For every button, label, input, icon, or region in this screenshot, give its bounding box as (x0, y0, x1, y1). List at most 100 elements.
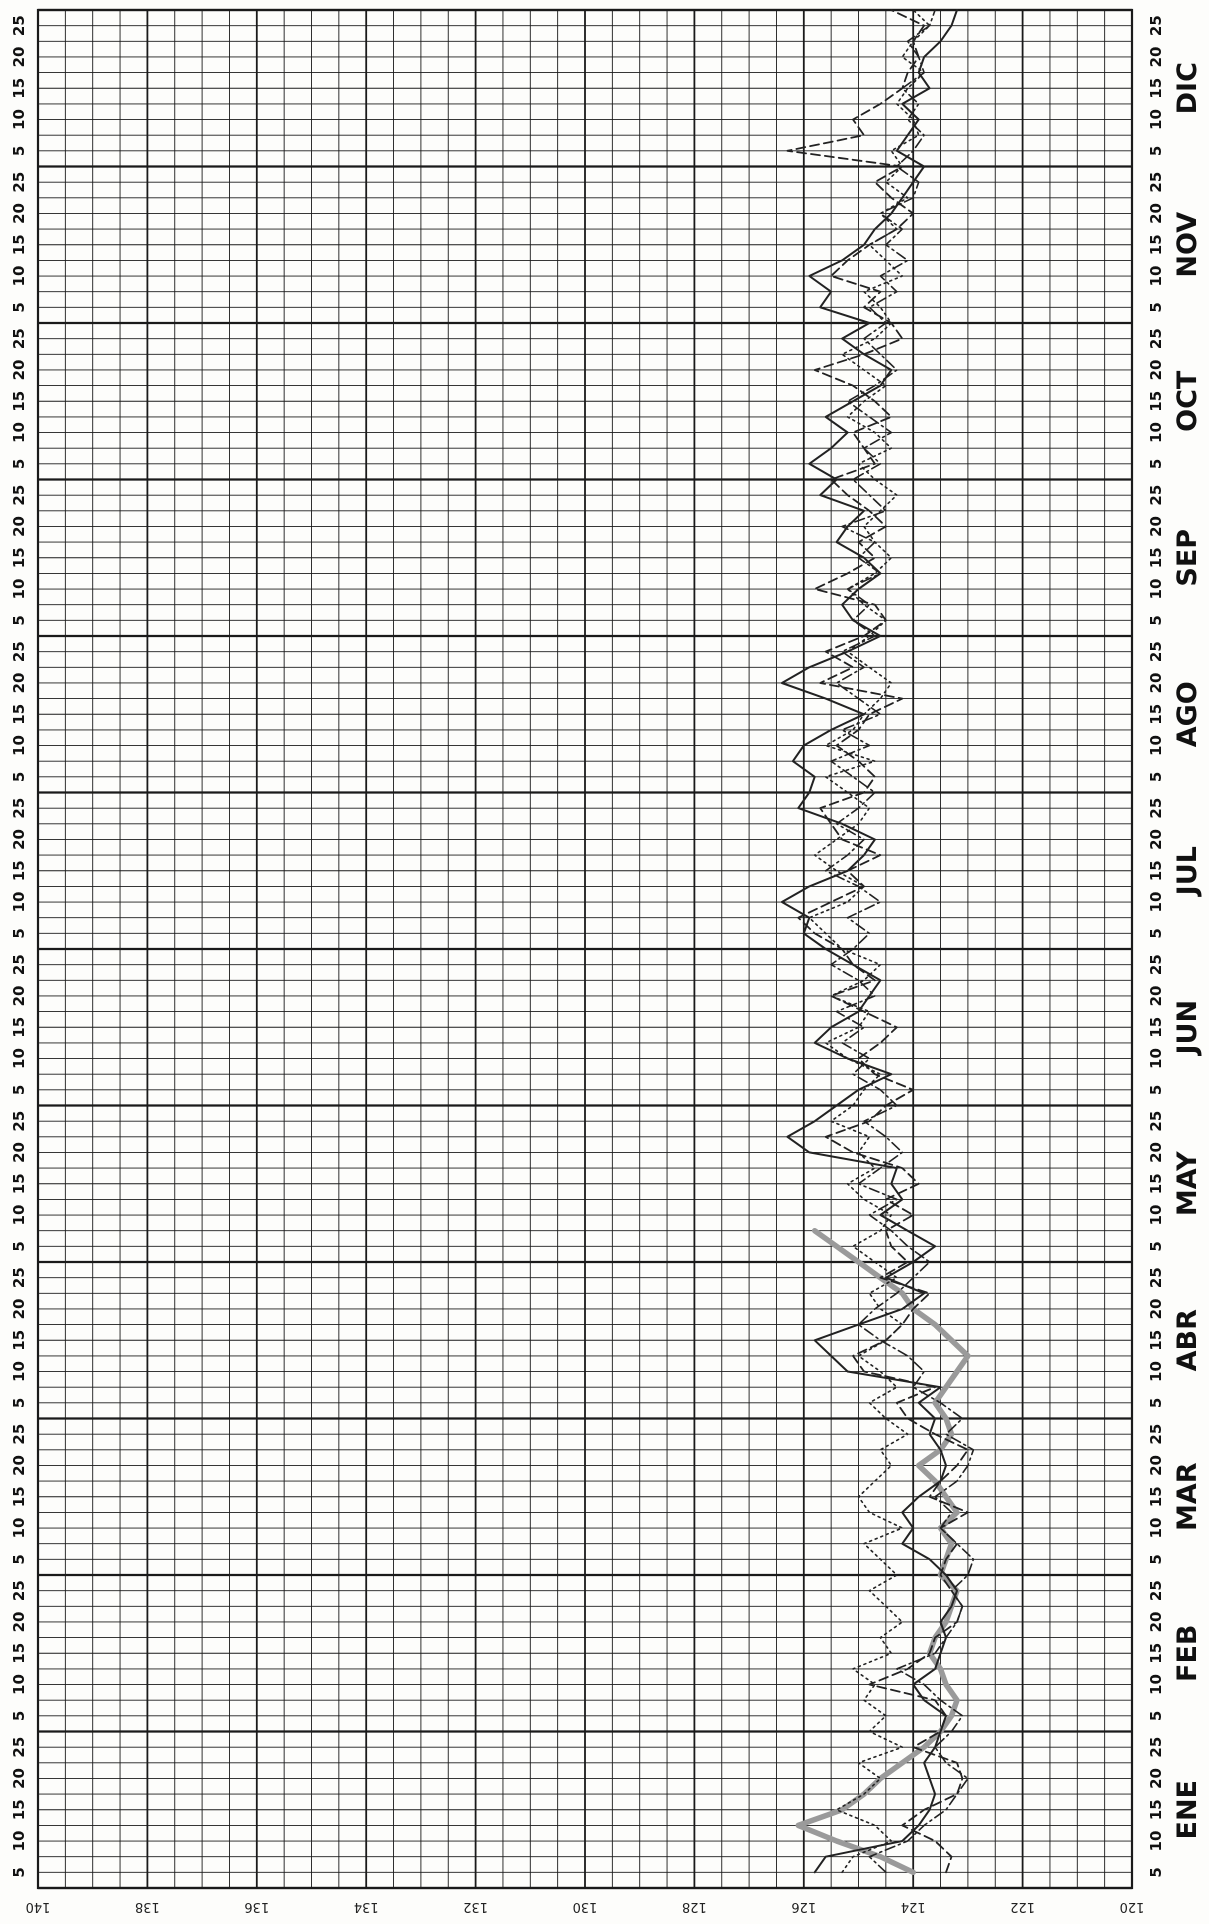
value-tick-label: 136 (244, 1899, 269, 1914)
day-tick-label-right: 25 (1147, 1580, 1165, 1601)
month-label-oct: OCT (1172, 370, 1203, 432)
day-tick-label-left: 15 (10, 1330, 28, 1351)
month-label-nov: NOV (1172, 212, 1203, 278)
day-tick-label-right: 5 (1147, 1867, 1165, 1877)
day-tick-label-left: 5 (10, 615, 28, 625)
day-tick-label-left: 10 (10, 1831, 28, 1852)
series-line-solid (780, 9, 958, 1874)
value-tick-label: 120 (1120, 1899, 1145, 1914)
day-tick-label-left: 25 (10, 1267, 28, 1288)
day-tick-label-left: 15 (10, 1799, 28, 1820)
day-tick-label-left: 25 (10, 798, 28, 819)
day-tick-label-right: 20 (1147, 1142, 1165, 1163)
value-tick-label: 132 (463, 1899, 488, 1914)
day-tick-label-right: 5 (1147, 1241, 1165, 1251)
day-tick-label-left: 5 (10, 459, 28, 469)
month-label-feb: FEB (1172, 1625, 1203, 1682)
day-tick-label-right: 25 (1147, 15, 1165, 36)
day-tick-label-left: 10 (10, 1361, 28, 1382)
day-tick-label-right: 25 (1147, 1267, 1165, 1288)
day-tick-label-right: 10 (1147, 1205, 1165, 1226)
day-tick-label-right: 5 (1147, 615, 1165, 625)
day-tick-label-right: 25 (1147, 641, 1165, 662)
day-tick-label-left: 10 (10, 1518, 28, 1539)
day-tick-label-right: 5 (1147, 1085, 1165, 1095)
day-tick-label-left: 15 (10, 704, 28, 725)
day-tick-label-right: 20 (1147, 360, 1165, 381)
grid (36, 8, 1134, 1890)
value-tick-label: 124 (901, 1899, 926, 1914)
day-tick-label-left: 25 (10, 172, 28, 193)
day-tick-label-left: 20 (10, 829, 28, 850)
day-tick-label-right: 15 (1147, 234, 1165, 255)
day-tick-label-left: 20 (10, 986, 28, 1007)
day-tick-label-right: 5 (1147, 146, 1165, 156)
day-tick-label-left: 20 (10, 1455, 28, 1476)
month-label-mar: MAR (1172, 1462, 1203, 1531)
day-tick-label-right: 20 (1147, 829, 1165, 850)
day-tick-label-left: 15 (10, 1486, 28, 1507)
day-tick-label-right: 15 (1147, 1643, 1165, 1664)
day-tick-label-left: 20 (10, 203, 28, 224)
value-tick-label: 138 (135, 1899, 160, 1914)
day-tick-label-left: 10 (10, 1048, 28, 1069)
day-tick-label-right: 20 (1147, 1299, 1165, 1320)
day-tick-label-right: 25 (1147, 1737, 1165, 1758)
month-label-dic: DIC (1172, 62, 1203, 114)
day-tick-label-left: 25 (10, 1111, 28, 1132)
day-tick-label-left: 25 (10, 954, 28, 975)
day-tick-label-right: 15 (1147, 1173, 1165, 1194)
day-tick-label-right: 20 (1147, 516, 1165, 537)
day-tick-label-right: 10 (1147, 266, 1165, 287)
day-tick-label-left: 20 (10, 360, 28, 381)
month-label-ago: AGO (1172, 681, 1203, 747)
day-tick-label-right: 10 (1147, 1674, 1165, 1695)
day-tick-label-left: 25 (10, 1424, 28, 1445)
day-tick-label-right: 5 (1147, 1554, 1165, 1564)
day-tick-label-left: 25 (10, 1580, 28, 1601)
day-tick-label-right: 25 (1147, 1424, 1165, 1445)
day-tick-label-left: 25 (10, 15, 28, 36)
day-tick-label-right: 15 (1147, 1486, 1165, 1507)
series-line-dash-dot (824, 9, 975, 1874)
day-tick-label-left: 15 (10, 391, 28, 412)
day-tick-label-right: 25 (1147, 172, 1165, 193)
day-tick-label-left: 5 (10, 928, 28, 938)
day-tick-label-left: 20 (10, 673, 28, 694)
day-tick-label-right: 10 (1147, 422, 1165, 443)
day-tick-label-left: 5 (10, 1554, 28, 1564)
day-tick-label-right: 10 (1147, 1361, 1165, 1382)
month-label-jun: JUN (1172, 1000, 1203, 1057)
day-tick-label-left: 15 (10, 1017, 28, 1038)
month-label-sep: SEP (1172, 529, 1203, 587)
day-tick-label-right: 10 (1147, 1518, 1165, 1539)
day-tick-label-right: 25 (1147, 1111, 1165, 1132)
day-tick-label-right: 10 (1147, 892, 1165, 913)
day-tick-label-left: 25 (10, 328, 28, 349)
day-tick-label-right: 10 (1147, 735, 1165, 756)
day-tick-label-left: 20 (10, 1142, 28, 1163)
day-tick-label-right: 10 (1147, 579, 1165, 600)
day-tick-label-left: 15 (10, 1643, 28, 1664)
day-tick-label-right: 25 (1147, 954, 1165, 975)
plot-frame (36, 8, 1134, 1890)
day-tick-label-left: 20 (10, 47, 28, 68)
day-tick-label-right: 10 (1147, 1048, 1165, 1069)
day-tick-label-right: 15 (1147, 1799, 1165, 1820)
day-tick-label-left: 5 (10, 302, 28, 312)
day-tick-label-right: 10 (1147, 109, 1165, 130)
day-tick-label-right: 5 (1147, 928, 1165, 938)
day-tick-label-left: 5 (10, 772, 28, 782)
day-tick-label-left: 5 (10, 1398, 28, 1408)
day-tick-label-right: 20 (1147, 203, 1165, 224)
day-tick-label-right: 15 (1147, 1330, 1165, 1351)
day-tick-label-left: 10 (10, 266, 28, 287)
day-tick-label-left: 10 (10, 1205, 28, 1226)
day-tick-label-left: 5 (10, 1241, 28, 1251)
day-tick-label-left: 20 (10, 1768, 28, 1789)
day-tick-label-right: 15 (1147, 78, 1165, 99)
month-label-jul: JUL (1172, 846, 1203, 897)
day-tick-label-left: 15 (10, 547, 28, 568)
day-tick-label-left: 15 (10, 78, 28, 99)
day-tick-label-left: 20 (10, 1612, 28, 1633)
